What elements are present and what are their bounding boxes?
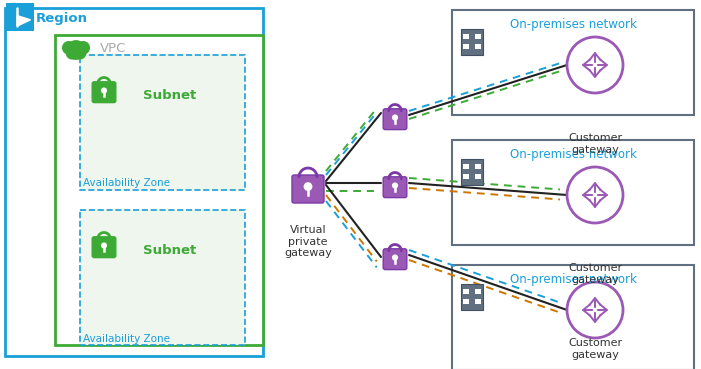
- Circle shape: [392, 182, 398, 189]
- Bar: [463, 174, 469, 179]
- Bar: [80, 55, 245, 190]
- Circle shape: [62, 41, 76, 55]
- Text: On-premises network: On-premises network: [510, 18, 637, 31]
- Circle shape: [392, 255, 398, 261]
- Circle shape: [567, 282, 623, 338]
- Text: On-premises network: On-premises network: [510, 273, 637, 286]
- FancyBboxPatch shape: [383, 177, 407, 198]
- Bar: [475, 164, 481, 169]
- Bar: [463, 34, 469, 39]
- FancyBboxPatch shape: [383, 109, 407, 130]
- Circle shape: [101, 242, 107, 249]
- Bar: [461, 30, 483, 55]
- Bar: [475, 44, 481, 49]
- Bar: [475, 289, 481, 294]
- Bar: [475, 299, 481, 304]
- Text: Customer
gateway: Customer gateway: [568, 338, 622, 360]
- Text: Subnet: Subnet: [143, 89, 196, 101]
- Bar: [80, 210, 245, 345]
- Circle shape: [567, 167, 623, 223]
- Text: Customer
gateway: Customer gateway: [568, 263, 622, 284]
- Text: Region: Region: [36, 12, 88, 25]
- Text: On-premises network: On-premises network: [510, 148, 637, 161]
- Bar: [5, 8, 263, 356]
- Circle shape: [66, 47, 79, 59]
- Bar: [452, 10, 694, 115]
- Text: Availability Zone: Availability Zone: [83, 334, 170, 344]
- Bar: [475, 34, 481, 39]
- FancyBboxPatch shape: [93, 82, 116, 103]
- Bar: [461, 159, 483, 184]
- Bar: [475, 174, 481, 179]
- Circle shape: [392, 114, 398, 121]
- Bar: [463, 44, 469, 49]
- Circle shape: [101, 87, 107, 94]
- Bar: [461, 284, 483, 310]
- Text: Virtual
private
gateway: Virtual private gateway: [284, 225, 332, 258]
- Bar: [452, 265, 694, 369]
- Bar: [463, 164, 469, 169]
- Circle shape: [66, 40, 86, 60]
- Text: Customer
gateway: Customer gateway: [568, 133, 622, 155]
- Circle shape: [304, 182, 313, 191]
- Text: VPC: VPC: [100, 42, 126, 55]
- Bar: [463, 299, 469, 304]
- Bar: [6, 3, 34, 31]
- Polygon shape: [18, 15, 31, 26]
- Text: Subnet: Subnet: [143, 244, 196, 256]
- FancyBboxPatch shape: [93, 237, 116, 258]
- Circle shape: [567, 37, 623, 93]
- FancyBboxPatch shape: [292, 175, 324, 203]
- Bar: [452, 140, 694, 245]
- FancyBboxPatch shape: [383, 249, 407, 270]
- Circle shape: [76, 41, 90, 55]
- Text: Availability Zone: Availability Zone: [83, 178, 170, 188]
- Bar: [463, 289, 469, 294]
- Circle shape: [74, 47, 86, 59]
- Bar: [55, 35, 263, 345]
